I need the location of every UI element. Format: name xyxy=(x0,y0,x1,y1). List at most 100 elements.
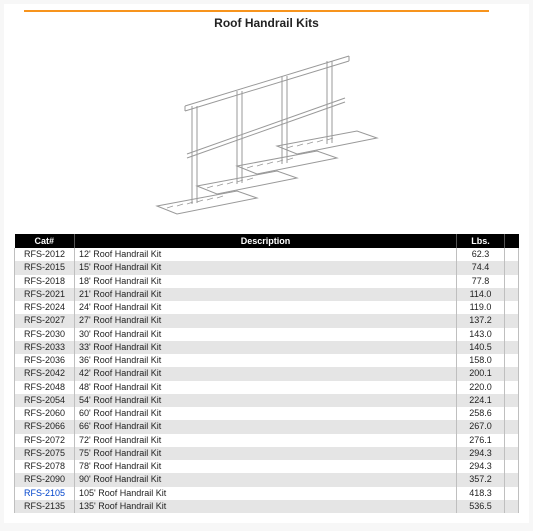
cell-cat: RFS-2090 xyxy=(15,473,75,486)
cell-cat: RFS-2012 xyxy=(15,248,75,261)
table-row: RFS-202424' Roof Handrail Kit119.0 xyxy=(15,301,519,314)
page-title: Roof Handrail Kits xyxy=(4,16,529,30)
table-row: RFS-202121' Roof Handrail Kit114.0 xyxy=(15,288,519,301)
cell-desc: 66' Roof Handrail Kit xyxy=(75,420,457,433)
cell-cat: RFS-2021 xyxy=(15,288,75,301)
cell-lbs: 294.3 xyxy=(457,460,505,473)
cell-lbs: 294.3 xyxy=(457,447,505,460)
cell-cat: RFS-2042 xyxy=(15,367,75,380)
col-header-desc: Description xyxy=(75,234,457,248)
section-rule xyxy=(24,10,489,12)
cell-extra xyxy=(505,275,519,288)
cell-lbs: 77.8 xyxy=(457,275,505,288)
cell-cat: RFS-2054 xyxy=(15,394,75,407)
cell-cat: RFS-2066 xyxy=(15,420,75,433)
table-body: RFS-201212' Roof Handrail Kit62.3RFS-201… xyxy=(15,248,519,513)
col-header-cat: Cat# xyxy=(15,234,75,248)
cell-desc: 27' Roof Handrail Kit xyxy=(75,314,457,327)
cell-extra xyxy=(505,447,519,460)
cell-cat[interactable]: RFS-2105 xyxy=(15,487,75,500)
cell-lbs: 140.5 xyxy=(457,341,505,354)
cell-cat: RFS-2075 xyxy=(15,447,75,460)
cell-desc: 42' Roof Handrail Kit xyxy=(75,367,457,380)
cell-extra xyxy=(505,473,519,486)
cell-lbs: 418.3 xyxy=(457,487,505,500)
cell-extra xyxy=(505,487,519,500)
cell-desc: 78' Roof Handrail Kit xyxy=(75,460,457,473)
cell-lbs: 158.0 xyxy=(457,354,505,367)
cell-cat: RFS-2135 xyxy=(15,500,75,513)
table-row: RFS-206060' Roof Handrail Kit258.6 xyxy=(15,407,519,420)
cell-extra xyxy=(505,354,519,367)
cell-desc: 60' Roof Handrail Kit xyxy=(75,407,457,420)
cell-extra xyxy=(505,460,519,473)
cell-desc: 90' Roof Handrail Kit xyxy=(75,473,457,486)
cell-cat: RFS-2015 xyxy=(15,261,75,274)
cell-lbs: 74.4 xyxy=(457,261,505,274)
cell-lbs: 62.3 xyxy=(457,248,505,261)
cell-lbs: 267.0 xyxy=(457,420,505,433)
table-header-row: Cat# Description Lbs. xyxy=(15,234,519,248)
cell-lbs: 536.5 xyxy=(457,500,505,513)
cell-desc: 12' Roof Handrail Kit xyxy=(75,248,457,261)
table-row: RFS-205454' Roof Handrail Kit224.1 xyxy=(15,394,519,407)
table-row: RFS-207272' Roof Handrail Kit276.1 xyxy=(15,434,519,447)
cell-extra xyxy=(505,407,519,420)
cell-desc: 21' Roof Handrail Kit xyxy=(75,288,457,301)
table-row: RFS-2105 105' Roof Handrail Kit418.3 xyxy=(15,487,519,500)
cell-cat: RFS-2030 xyxy=(15,328,75,341)
table-row: RFS-201818' Roof Handrail Kit77.8 xyxy=(15,275,519,288)
catalog-page: Roof Handrail Kits xyxy=(4,4,529,523)
cell-desc: 48' Roof Handrail Kit xyxy=(75,381,457,394)
cell-extra xyxy=(505,434,519,447)
cell-desc: 105' Roof Handrail Kit xyxy=(75,487,457,500)
table-row: RFS-209090' Roof Handrail Kit357.2 xyxy=(15,473,519,486)
cell-extra xyxy=(505,500,519,513)
table-row: RFS-202727' Roof Handrail Kit137.2 xyxy=(15,314,519,327)
table-row: RFS-2135135' Roof Handrail Kit536.5 xyxy=(15,500,519,513)
cell-desc: 33' Roof Handrail Kit xyxy=(75,341,457,354)
cell-extra xyxy=(505,301,519,314)
col-header-lbs: Lbs. xyxy=(457,234,505,248)
spec-table-wrap: Cat# Description Lbs. RFS-201212' Roof H… xyxy=(4,234,529,513)
cell-lbs: 114.0 xyxy=(457,288,505,301)
cell-cat: RFS-2036 xyxy=(15,354,75,367)
table-row: RFS-203030' Roof Handrail Kit143.0 xyxy=(15,328,519,341)
cell-extra xyxy=(505,248,519,261)
table-row: RFS-206666' Roof Handrail Kit267.0 xyxy=(15,420,519,433)
cell-desc: 54' Roof Handrail Kit xyxy=(75,394,457,407)
cell-lbs: 357.2 xyxy=(457,473,505,486)
cell-lbs: 276.1 xyxy=(457,434,505,447)
cell-lbs: 220.0 xyxy=(457,381,505,394)
cell-extra xyxy=(505,381,519,394)
handrail-illustration xyxy=(137,36,397,226)
cell-extra xyxy=(505,341,519,354)
cell-lbs: 119.0 xyxy=(457,301,505,314)
cell-desc: 18' Roof Handrail Kit xyxy=(75,275,457,288)
table-row: RFS-207575' Roof Handrail Kit294.3 xyxy=(15,447,519,460)
table-row: RFS-203636' Roof Handrail Kit158.0 xyxy=(15,354,519,367)
cell-cat: RFS-2033 xyxy=(15,341,75,354)
cell-extra xyxy=(505,328,519,341)
catalog-link[interactable]: RFS-2105 xyxy=(24,488,65,498)
table-row: RFS-201212' Roof Handrail Kit62.3 xyxy=(15,248,519,261)
cell-extra xyxy=(505,394,519,407)
cell-cat: RFS-2078 xyxy=(15,460,75,473)
cell-extra xyxy=(505,314,519,327)
cell-extra xyxy=(505,288,519,301)
spec-table: Cat# Description Lbs. RFS-201212' Roof H… xyxy=(14,234,519,513)
table-row: RFS-207878' Roof Handrail Kit294.3 xyxy=(15,460,519,473)
cell-lbs: 224.1 xyxy=(457,394,505,407)
cell-cat: RFS-2072 xyxy=(15,434,75,447)
cell-cat: RFS-2024 xyxy=(15,301,75,314)
cell-desc: 24' Roof Handrail Kit xyxy=(75,301,457,314)
table-row: RFS-204242' Roof Handrail Kit200.1 xyxy=(15,367,519,380)
cell-desc: 30' Roof Handrail Kit xyxy=(75,328,457,341)
cell-extra xyxy=(505,367,519,380)
cell-extra xyxy=(505,261,519,274)
cell-lbs: 200.1 xyxy=(457,367,505,380)
table-row: RFS-204848' Roof Handrail Kit220.0 xyxy=(15,381,519,394)
col-header-extra xyxy=(505,234,519,248)
cell-desc: 36' Roof Handrail Kit xyxy=(75,354,457,367)
table-row: RFS-201515' Roof Handrail Kit74.4 xyxy=(15,261,519,274)
